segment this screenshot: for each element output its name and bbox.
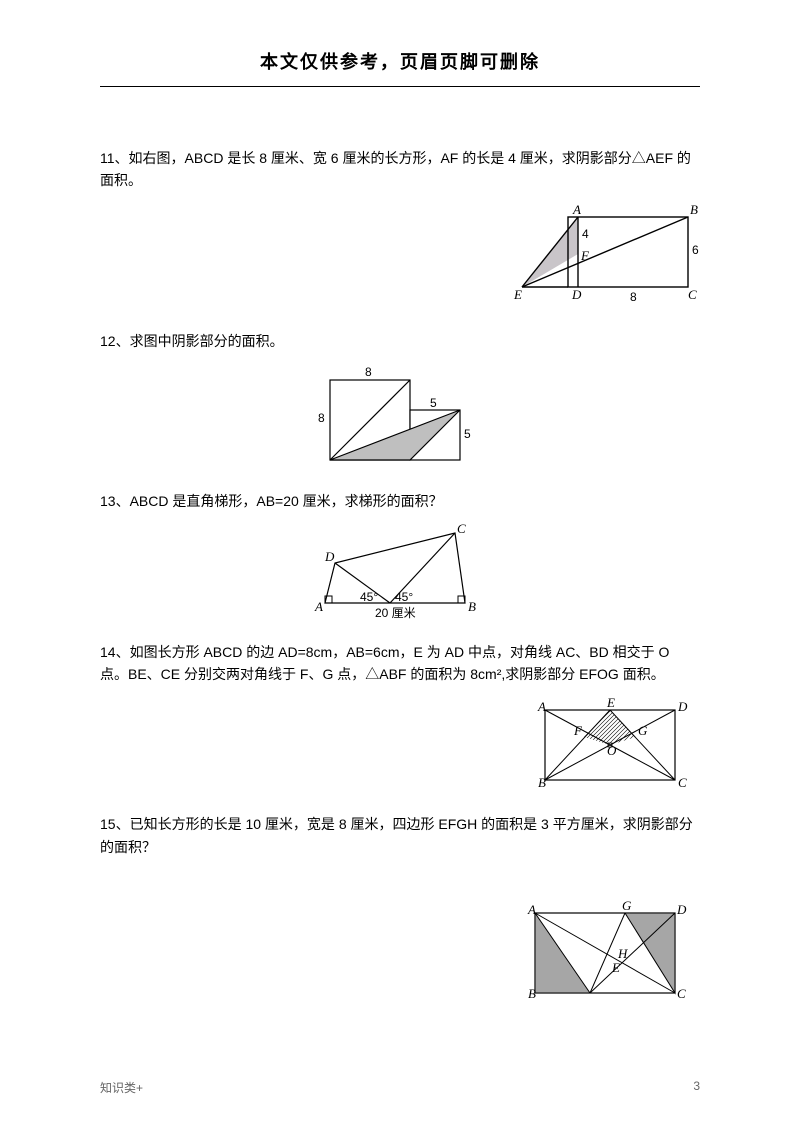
problem-11-text: 11、如右图，ABCD 是长 8 厘米、宽 6 厘米的长方形，AF 的长是 4 … — [100, 147, 700, 192]
figure-15-wrap: A D B C G H E — [100, 898, 700, 1008]
lbl-A: A — [572, 202, 581, 217]
header-rule — [100, 86, 700, 87]
figure-12: 8 8 5 5 — [310, 362, 490, 472]
dim-5r: 5 — [464, 427, 471, 441]
lbl14-G: G — [638, 723, 648, 738]
dim-5t: 5 — [430, 396, 437, 410]
problem-15-text: 15、已知长方形的长是 10 厘米，宽是 8 厘米，四边形 EFGH 的面积是 … — [100, 813, 700, 858]
lbl14-C: C — [678, 775, 687, 790]
ang2: 45° — [395, 590, 413, 604]
lbl15-B: B — [528, 986, 536, 1001]
lbl15-H: H — [617, 946, 628, 961]
figure-11: A B C D E F 4 8 6 — [500, 202, 700, 312]
lbl15-E: E — [611, 960, 620, 975]
figure-15: A D B C G H E — [520, 898, 700, 1008]
lbl13-A: A — [314, 599, 323, 614]
lbl-D: D — [571, 287, 582, 302]
lbl-F: F — [580, 248, 590, 263]
figure-12-wrap: 8 8 5 5 — [100, 362, 700, 472]
ang1: 45° — [360, 590, 378, 604]
footer-right: 3 — [693, 1079, 700, 1096]
base: 20 厘米 — [375, 606, 416, 620]
problem-14-text: 14、如图长方形 ABCD 的边 AD=8cm，AB=6cm，E 为 AD 中点… — [100, 641, 700, 686]
lbl-C: C — [688, 287, 697, 302]
dim-8: 8 — [630, 290, 637, 304]
dim-6: 6 — [692, 243, 699, 257]
figure-14-wrap: A D B C E F G O — [100, 695, 700, 795]
lbl13-D: D — [324, 549, 335, 564]
lbl13-C: C — [457, 523, 466, 536]
problem-13-text: 13、ABCD 是直角梯形，AB=20 厘米，求梯形的面积？ — [100, 490, 700, 512]
figure-14: A D B C E F G O — [530, 695, 700, 795]
lbl14-E: E — [606, 695, 615, 710]
lbl15-A: A — [527, 902, 536, 917]
lbl14-F: F — [573, 723, 583, 738]
problem-12-text: 12、求图中阴影部分的面积。 — [100, 330, 700, 352]
lbl13-B: B — [468, 599, 476, 614]
figure-13: A B C D 45° 45° 20 厘米 — [305, 523, 495, 623]
lbl14-B: B — [538, 775, 546, 790]
lbl15-C: C — [677, 986, 686, 1001]
dim-8t: 8 — [365, 365, 372, 379]
lbl-E: E — [513, 287, 522, 302]
figure-13-wrap: A B C D 45° 45° 20 厘米 — [100, 523, 700, 623]
page-header: 本文仅供参考，页眉页脚可删除 — [100, 48, 700, 74]
footer-left: 知识类+ — [100, 1079, 143, 1096]
lbl-B: B — [690, 202, 698, 217]
lbl14-A: A — [537, 699, 546, 714]
dim-4: 4 — [582, 227, 589, 241]
dim-8l: 8 — [318, 411, 325, 425]
page-content: 本文仅供参考，页眉页脚可删除 11、如右图，ABCD 是长 8 厘米、宽 6 厘… — [0, 0, 800, 1066]
page-footer: 知识类+ 3 — [100, 1079, 700, 1096]
lbl15-G: G — [622, 898, 632, 913]
lbl14-D: D — [677, 699, 688, 714]
lbl15-D: D — [676, 902, 687, 917]
figure-11-wrap: A B C D E F 4 8 6 — [100, 202, 700, 312]
